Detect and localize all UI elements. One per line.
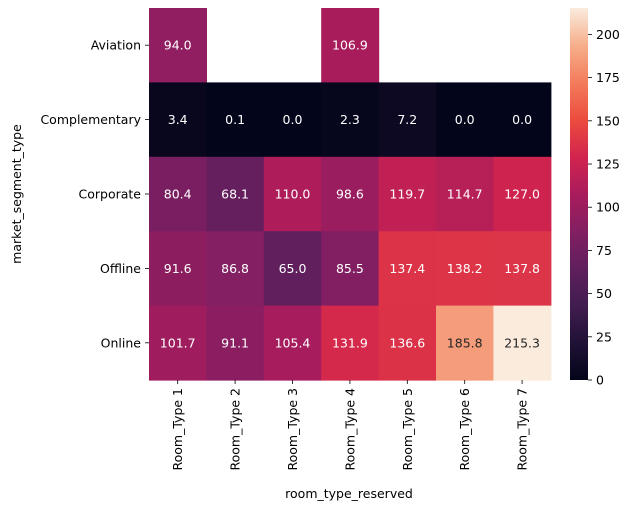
cell-value-label: 0.0 xyxy=(283,112,303,127)
cell-value-label: 0.0 xyxy=(512,112,532,127)
x-tick-label: Room_Type 5 xyxy=(400,388,415,470)
heatmap-cell xyxy=(378,82,437,158)
colorbar-tick-label: 150 xyxy=(596,113,620,128)
x-axis-title: room_type_reserved xyxy=(285,486,413,501)
cell-value-label: 215.3 xyxy=(504,335,540,350)
cell-value-label: 131.9 xyxy=(332,335,368,350)
cell-value-label: 138.2 xyxy=(447,261,483,276)
colorbar-tick-label: 0 xyxy=(596,373,604,388)
heatmap-cell xyxy=(493,156,552,232)
heatmap-cell xyxy=(263,156,322,232)
heatmap-cell xyxy=(321,305,380,381)
colorbar-tick-label: 50 xyxy=(596,286,612,301)
heatmap-cell xyxy=(149,305,207,381)
cell-value-label: 91.1 xyxy=(221,335,249,350)
cell-value-label: 114.7 xyxy=(447,187,483,202)
cell-value-label: 94.0 xyxy=(164,38,192,53)
heatmap-cell xyxy=(263,231,322,307)
cell-value-label: 85.5 xyxy=(336,261,364,276)
y-axis-title: market_segment_type xyxy=(9,124,24,264)
heatmap-cell xyxy=(321,82,380,158)
colorbar-tick-label: 25 xyxy=(596,329,612,344)
heatmap-cell xyxy=(378,156,437,232)
cell-value-label: 119.7 xyxy=(389,187,425,202)
y-tick-label: Offline xyxy=(100,261,141,276)
y-tick-label: Online xyxy=(101,335,142,350)
heatmap-cell xyxy=(436,156,494,232)
colorbar-tick-label: 125 xyxy=(596,157,620,172)
cell-value-label: 0.0 xyxy=(455,112,475,127)
colorbar-tick-label: 75 xyxy=(596,243,612,258)
cell-value-label: 105.4 xyxy=(275,335,311,350)
y-tick-label: Aviation xyxy=(91,38,141,53)
cell-value-label: 101.7 xyxy=(160,335,196,350)
cell-value-label: 2.3 xyxy=(340,112,360,127)
heatmap-cell xyxy=(493,305,552,381)
x-tick-label: Room_Type 7 xyxy=(515,388,530,470)
cell-value-label: 110.0 xyxy=(275,187,311,202)
cell-value-label: 137.4 xyxy=(389,261,425,276)
heatmap-cell xyxy=(263,82,322,158)
heatmap-cell xyxy=(321,8,380,83)
y-tick-label: Complementary xyxy=(40,112,141,127)
y-tick-labels: Aviation Complementary Corporate Offline Onl… xyxy=(40,38,149,350)
colorbar-tick-label: 100 xyxy=(596,200,620,215)
heatmap-cells: 94.0 106.9 3.4 0.1 0.0 2.3 7.2 0.0 0.0 80.4 68.1 11… xyxy=(149,8,552,381)
heatmap-cell xyxy=(206,231,265,307)
heatmap-cell xyxy=(149,231,207,307)
cell-value-label: 3.4 xyxy=(168,112,188,127)
cell-value-label: 0.1 xyxy=(225,112,245,127)
cell-value-label: 65.0 xyxy=(279,261,307,276)
x-tick-label: Room_Type 4 xyxy=(342,388,357,471)
x-tick-label: Room_Type 6 xyxy=(457,388,472,471)
x-tick-label: Room_Type 1 xyxy=(170,388,185,470)
cell-value-label: 86.8 xyxy=(221,261,249,276)
heatmap-cell xyxy=(321,156,380,232)
heatmap-cell xyxy=(436,305,494,381)
colorbar-tick-label: 175 xyxy=(596,70,620,85)
heatmap-cell xyxy=(206,156,265,232)
heatmap-cell xyxy=(149,82,207,158)
cell-value-label: 106.9 xyxy=(332,38,368,53)
cell-value-label: 127.0 xyxy=(504,187,540,202)
cell-value-label: 7.2 xyxy=(397,112,417,127)
colorbar: 0 25 50 75 100 125 150 175 200 xyxy=(570,8,620,388)
heatmap-cell xyxy=(378,231,437,307)
x-tick-labels: Room_Type 1 Room_Type 2 Room_Type 3 Room_Ty… xyxy=(170,380,530,471)
cell-value-label: 136.6 xyxy=(389,335,425,350)
cell-value-label: 98.6 xyxy=(336,187,364,202)
heatmap-cell xyxy=(378,305,437,381)
y-tick-label: Corporate xyxy=(79,187,142,202)
cell-value-label: 185.8 xyxy=(447,335,483,350)
cell-value-label: 137.8 xyxy=(504,261,540,276)
cell-value-label: 68.1 xyxy=(221,187,249,202)
colorbar-gradient xyxy=(570,8,588,380)
cell-value-label: 80.4 xyxy=(164,187,192,202)
heatmap-cell xyxy=(321,231,380,307)
heatmap-cell xyxy=(263,305,322,381)
cell-value-label: 91.6 xyxy=(164,261,192,276)
heatmap-cell xyxy=(206,305,265,381)
heatmap-cell xyxy=(149,8,207,83)
colorbar-tick-label: 200 xyxy=(596,27,620,42)
heatmap-cell xyxy=(206,82,265,158)
heatmap-cell xyxy=(493,231,552,307)
heatmap-cell xyxy=(149,156,207,232)
heatmap-cell xyxy=(436,82,494,158)
heatmap-cell xyxy=(493,82,552,158)
x-tick-label: Room_Type 2 xyxy=(228,388,243,470)
x-tick-label: Room_Type 3 xyxy=(285,388,300,470)
heatmap-cell xyxy=(436,231,494,307)
